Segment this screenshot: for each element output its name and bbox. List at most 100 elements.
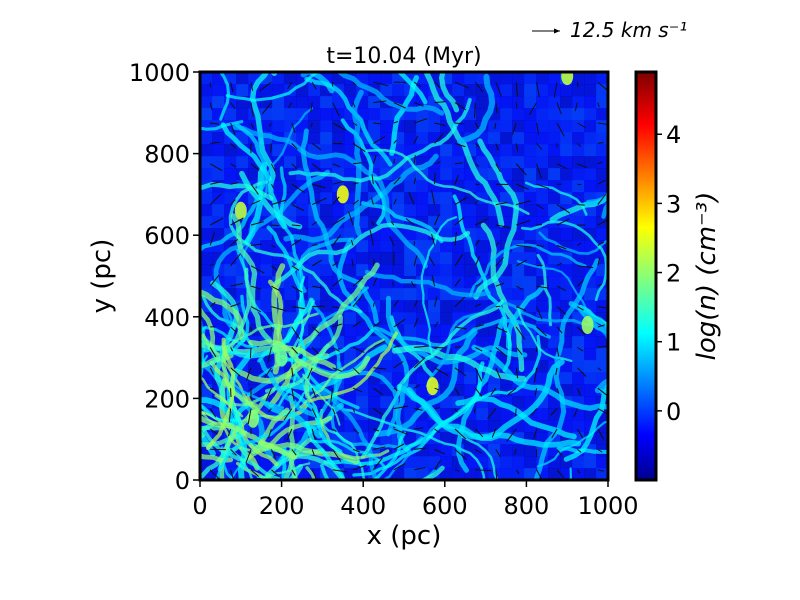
velocity-arrow — [533, 367, 538, 383]
heatmap-cell — [596, 456, 608, 469]
velocity-arrow — [352, 81, 357, 86]
velocity-arrow — [536, 306, 543, 320]
heatmap-cell — [584, 240, 597, 253]
velocity-arrow — [332, 102, 340, 117]
density-filament — [200, 414, 298, 460]
heatmap-cell — [524, 72, 537, 85]
velocity-arrow — [434, 122, 446, 127]
velocity-arrow — [390, 221, 395, 226]
heatmap-cell — [584, 360, 597, 373]
heatmap-cell — [572, 132, 585, 145]
velocity-arrow — [311, 142, 322, 151]
velocity-arrow — [270, 143, 272, 153]
heatmap-cell — [344, 468, 357, 480]
velocity-arrow — [250, 243, 262, 246]
velocity-arrow — [291, 347, 299, 354]
heatmap-cell — [524, 168, 537, 181]
heatmap-cell — [416, 132, 429, 145]
heatmap-cell — [572, 324, 585, 337]
heatmap-cell — [344, 144, 357, 157]
heatmap-cell — [584, 132, 597, 145]
heatmap-cell — [512, 156, 525, 169]
velocity-arrow — [311, 259, 323, 267]
velocity-arrow — [516, 306, 527, 312]
velocity-arrow — [413, 177, 416, 185]
heatmap-cell — [548, 228, 561, 241]
velocity-arrow — [268, 122, 272, 127]
heatmap-cell — [356, 396, 369, 409]
heatmap-cell — [548, 156, 561, 169]
density-filament — [351, 89, 364, 237]
heatmap-cell — [464, 204, 477, 217]
heatmap-cell — [440, 300, 453, 313]
heatmap-cell — [596, 336, 608, 349]
heatmap-cell — [500, 84, 513, 97]
heatmap-cell — [356, 324, 369, 337]
velocity-arrow — [352, 464, 367, 471]
velocity-arrow — [556, 388, 560, 394]
heatmap-cell — [500, 456, 513, 469]
velocity-arrow — [454, 122, 464, 125]
heatmap-cell — [224, 108, 237, 121]
density-filament — [270, 72, 278, 77]
y-tick-label: 800 — [144, 141, 190, 169]
heatmap-cell — [560, 156, 573, 169]
heatmap-cell — [380, 360, 393, 373]
velocity-arrow — [291, 163, 298, 170]
velocity-arrow — [227, 428, 232, 437]
heatmap-cell — [488, 120, 501, 133]
velocity-arrow — [373, 136, 386, 144]
heatmap-cell — [596, 216, 608, 229]
density-filament — [200, 453, 234, 463]
velocity-arrow — [311, 449, 315, 456]
velocity-arrow — [369, 229, 374, 246]
velocity-arrow — [352, 448, 360, 453]
velocity-arrow — [515, 285, 523, 291]
velocity-arrow — [393, 463, 406, 471]
heatmap-cell — [440, 156, 453, 169]
heatmap-cell — [464, 72, 477, 85]
velocity-arrow — [310, 122, 313, 128]
velocity-arrow — [511, 122, 517, 136]
heatmap-cell — [200, 252, 213, 265]
velocity-arrow — [454, 174, 459, 185]
velocity-arrow — [291, 285, 303, 293]
velocity-arrow — [393, 345, 400, 348]
velocity-vectors — [209, 81, 608, 480]
heatmap-cell — [416, 324, 429, 337]
velocity-arrow — [536, 264, 543, 267]
heatmap-cell — [332, 96, 345, 109]
velocity-arrow — [311, 81, 317, 90]
velocity-arrow — [454, 428, 467, 440]
heatmap-cell — [320, 132, 333, 145]
heatmap-cell — [464, 84, 477, 97]
velocity-arrow — [577, 326, 586, 335]
velocity-arrow — [230, 367, 241, 377]
heatmap-cell — [380, 240, 393, 253]
velocity-arrow — [250, 199, 261, 206]
velocity-arrow — [533, 428, 538, 439]
velocity-arrow — [597, 161, 603, 165]
velocity-arrow — [491, 428, 497, 438]
velocity-arrow — [267, 428, 272, 439]
heatmap-cell — [584, 336, 597, 349]
velocity-arrow — [495, 282, 505, 287]
density-filament — [320, 463, 330, 480]
heatmap-cell — [560, 168, 573, 181]
density-filament — [371, 318, 551, 348]
heatmap-cell — [548, 84, 561, 97]
heatmap-cell — [584, 216, 597, 229]
heatmap-cell — [428, 288, 441, 301]
heatmap-cell — [476, 252, 489, 265]
density-filament — [200, 182, 274, 201]
heatmap-cell — [200, 264, 213, 277]
velocity-arrow — [515, 259, 527, 267]
velocity-arrow — [373, 100, 387, 104]
velocity-arrow — [434, 161, 441, 165]
velocity-arrow — [291, 224, 301, 227]
heatmap-cell — [200, 156, 213, 169]
velocity-arrow — [209, 232, 216, 246]
velocity-arrow — [332, 469, 348, 473]
heatmap-cell — [260, 264, 273, 277]
velocity-arrow — [536, 244, 544, 247]
